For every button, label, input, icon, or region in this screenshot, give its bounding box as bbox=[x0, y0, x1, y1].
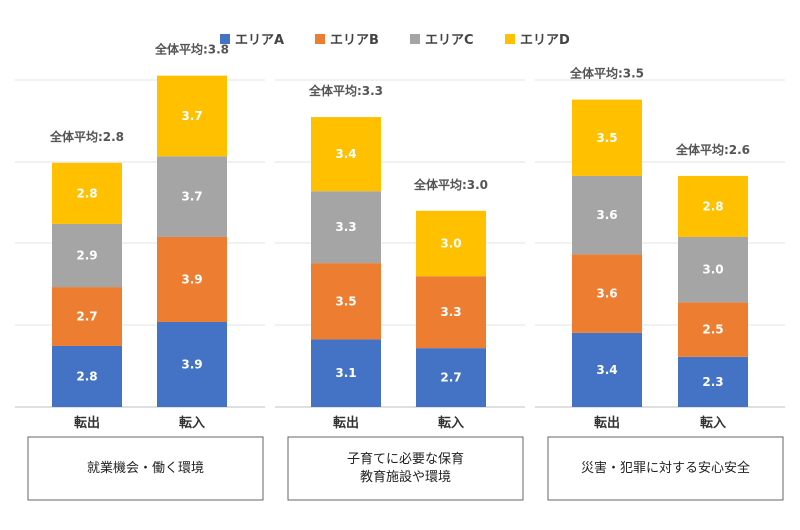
category-label-p3-転出: 転出 bbox=[594, 415, 620, 431]
data-label-p2-転出-エリアC: 3.3 bbox=[335, 220, 356, 234]
bar-segment-p1-転出-エリアA bbox=[52, 345, 122, 407]
average-label-p2-転入: 全体平均:3.0 bbox=[413, 177, 488, 192]
bar-segment-p1-転出-エリアC bbox=[52, 223, 122, 288]
legend-label-4: エリアD bbox=[520, 33, 570, 48]
legend-label-1: エリアA bbox=[235, 33, 284, 48]
data-label-p1-転出-エリアC: 2.9 bbox=[76, 248, 97, 262]
legend-swatch-1 bbox=[220, 34, 230, 44]
legend-swatch-3 bbox=[410, 34, 420, 44]
legend-swatch-2 bbox=[315, 34, 325, 44]
category-label-p1-転出: 転出 bbox=[74, 415, 100, 431]
data-label-p2-転入-エリアD: 3.0 bbox=[440, 237, 461, 251]
data-label-p2-転出-エリアB: 3.5 bbox=[335, 294, 356, 308]
panel-caption-p2-line-2: 教育施設や環境 bbox=[360, 469, 451, 485]
legend-label-2: エリアB bbox=[330, 33, 379, 48]
data-label-p1-転出-エリアB: 2.7 bbox=[76, 310, 97, 324]
panel-caption-p2-line-1: 子育てに必要な保育 bbox=[347, 451, 464, 467]
data-label-p3-転出-エリアA: 3.4 bbox=[596, 363, 617, 377]
average-label-p2-転出: 全体平均:3.3 bbox=[308, 83, 383, 98]
bar-segment-p2-転出-エリアA bbox=[311, 339, 381, 407]
bar-segment-p3-転入-エリアA bbox=[678, 356, 748, 407]
bar-segment-p3-転入-エリアC bbox=[678, 236, 748, 303]
bar-segment-p2-転出-エリアC bbox=[311, 191, 381, 264]
data-label-p1-転入-エリアA: 3.9 bbox=[181, 357, 202, 371]
bar-segment-p1-転入-エリアC bbox=[157, 156, 227, 237]
data-label-p1-転出-エリアD: 2.8 bbox=[76, 186, 97, 200]
data-label-p2-転入-エリアA: 2.7 bbox=[440, 371, 461, 385]
bar-segment-p1-転入-エリアD bbox=[157, 75, 227, 157]
data-label-p1-転入-エリアB: 3.9 bbox=[181, 272, 202, 286]
category-label-p2-転出: 転出 bbox=[333, 415, 359, 431]
bar-segment-p2-転入-エリアD bbox=[416, 210, 486, 277]
legend-label-3: エリアC bbox=[425, 33, 474, 48]
category-label-p3-転入: 転入 bbox=[700, 415, 726, 431]
data-label-p1-転出-エリアA: 2.8 bbox=[76, 369, 97, 383]
panel-caption-p3-line-1: 災害・犯罪に対する安心安全 bbox=[581, 460, 750, 476]
data-label-p1-転入-エリアC: 3.7 bbox=[181, 190, 202, 204]
bar-segment-p1-転入-エリアB bbox=[157, 236, 227, 322]
legend-swatch-4 bbox=[505, 34, 515, 44]
bar-segment-p1-転出-エリアD bbox=[52, 162, 122, 224]
data-label-p3-転入-エリアB: 2.5 bbox=[702, 323, 723, 337]
bar-segment-p2-転入-エリアA bbox=[416, 348, 486, 407]
data-label-p2-転出-エリアD: 3.4 bbox=[335, 147, 356, 161]
average-label-p3-転出: 全体平均:3.5 bbox=[569, 66, 644, 81]
bar-segment-p3-転出-エリアC bbox=[572, 175, 642, 255]
data-label-p3-転出-エリアD: 3.5 bbox=[596, 131, 617, 145]
bar-segment-p2-転出-エリアD bbox=[311, 117, 381, 192]
panel-caption-box-1 bbox=[27, 436, 264, 501]
bar-segment-p1-転出-エリアB bbox=[52, 287, 122, 346]
bar-segment-p3-転出-エリアA bbox=[572, 332, 642, 407]
average-label-p1-転出: 全体平均:2.8 bbox=[49, 129, 124, 144]
data-label-p2-転出-エリアA: 3.1 bbox=[335, 366, 356, 380]
bar-segment-p3-転入-エリアB bbox=[678, 302, 748, 357]
bar-segment-p3-転出-エリアB bbox=[572, 254, 642, 333]
data-label-p2-転入-エリアB: 3.3 bbox=[440, 305, 461, 319]
bar-segment-p3-転入-エリアD bbox=[678, 175, 748, 237]
bar-segment-p2-転入-エリアB bbox=[416, 276, 486, 349]
data-label-p3-転出-エリアB: 3.6 bbox=[596, 287, 617, 301]
average-label-p1-転入: 全体平均:3.8 bbox=[154, 42, 229, 57]
bar-segment-p3-転出-エリアD bbox=[572, 99, 642, 176]
data-label-p3-転出-エリアC: 3.6 bbox=[596, 208, 617, 222]
data-label-p3-転入-エリアD: 2.8 bbox=[702, 199, 723, 213]
bar-segment-p2-転出-エリアB bbox=[311, 263, 381, 340]
category-label-p1-転入: 転入 bbox=[179, 415, 205, 431]
data-label-p3-転入-エリアA: 2.3 bbox=[702, 375, 723, 389]
category-label-p2-転入: 転入 bbox=[438, 415, 464, 431]
panel-caption-p1-line-1: 就業機会・働く環境 bbox=[87, 460, 204, 476]
data-label-p3-転入-エリアC: 3.0 bbox=[702, 263, 723, 277]
average-label-p3-転入: 全体平均:2.6 bbox=[675, 142, 750, 157]
data-label-p1-転入-エリアD: 3.7 bbox=[181, 109, 202, 123]
bar-segment-p1-転入-エリアA bbox=[157, 321, 227, 407]
panel-caption-box-2 bbox=[287, 436, 524, 501]
panel-caption-box-3 bbox=[547, 436, 784, 501]
